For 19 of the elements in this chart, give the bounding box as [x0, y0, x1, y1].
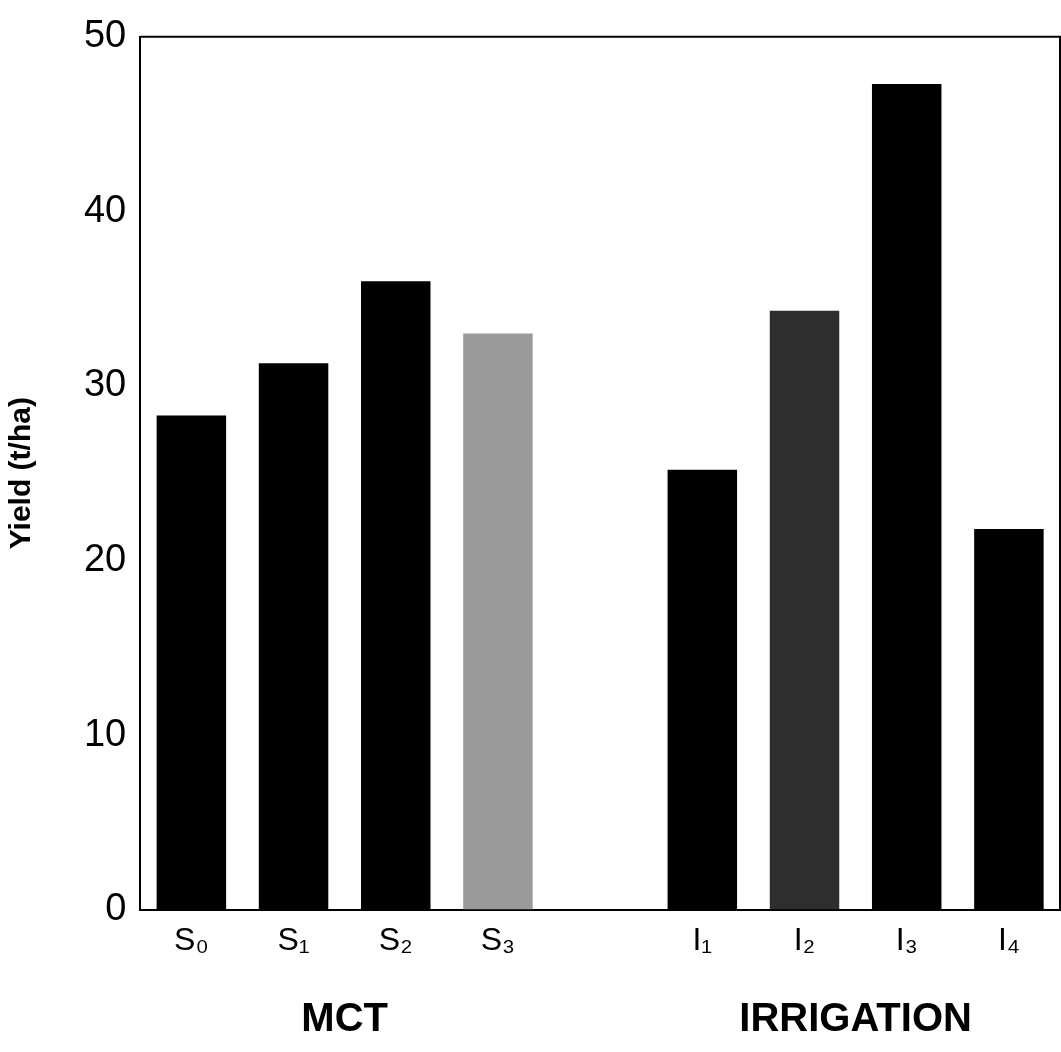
text: IRRIGATION	[739, 995, 972, 1040]
x-tick-label: I₃	[895, 920, 918, 957]
y-tick-label: 40	[83, 187, 127, 230]
y-tick-label: 30	[83, 362, 127, 405]
y-tick-label: 10	[83, 711, 127, 754]
x-tick-label: S₁	[277, 920, 310, 957]
y-axis-title: Yield (t/ha)	[3, 397, 37, 550]
x-tick-label: S₂	[378, 920, 413, 957]
y-tick-label: 0	[105, 886, 127, 929]
x-tick-label: S₃	[480, 920, 516, 957]
x-tick-label: I₂	[793, 920, 816, 957]
bar	[463, 333, 533, 910]
y-tick-label: 20	[83, 536, 127, 579]
text: MCT	[301, 995, 388, 1040]
x-tick-label: I₁	[692, 920, 713, 957]
x-tick-label: S₀	[174, 920, 209, 957]
y-tick-label: 50	[83, 13, 127, 56]
bar	[769, 310, 840, 910]
x-tick-label: I₄	[997, 920, 1020, 957]
